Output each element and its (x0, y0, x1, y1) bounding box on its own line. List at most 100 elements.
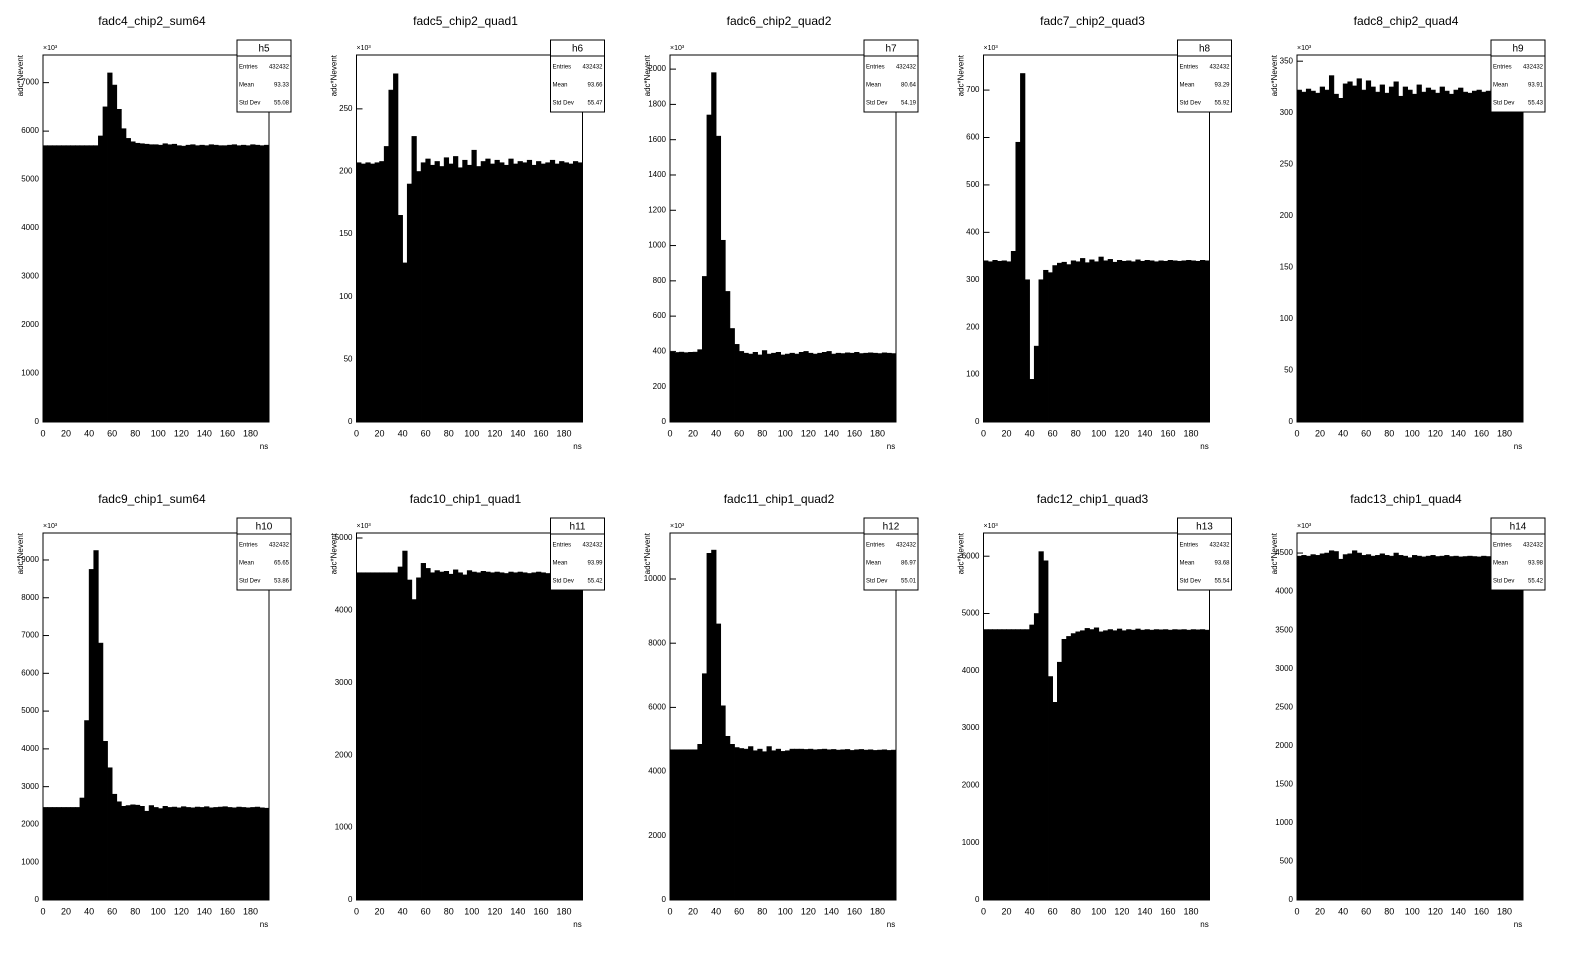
bar (1407, 557, 1413, 901)
bar (785, 353, 791, 423)
stats-value: 55.54 (1214, 579, 1230, 585)
plot-frame (356, 54, 583, 423)
bar (1190, 260, 1196, 423)
x-tick-label: 180 (557, 906, 572, 916)
bar (868, 749, 874, 901)
bar (701, 673, 708, 901)
y-tick-label: 3000 (335, 678, 353, 687)
y-axis-label: adc*Nevent (957, 532, 966, 574)
stats-label: Mean (866, 561, 881, 567)
bar (1481, 555, 1487, 901)
bar (725, 291, 731, 423)
bar (1305, 555, 1312, 901)
x-axis-label: ns (573, 920, 581, 929)
bar (720, 705, 726, 901)
bar (1135, 259, 1141, 423)
y-tick-label: 2000 (335, 750, 353, 759)
stats-name: h6 (572, 44, 584, 55)
stats-label: Entries (1180, 543, 1199, 549)
y-tick-label: 2000 (962, 781, 980, 790)
bar (402, 550, 408, 901)
bar (204, 806, 210, 901)
bar (531, 572, 537, 901)
bar (1352, 85, 1358, 423)
bar (1370, 86, 1376, 423)
bar (858, 749, 865, 901)
bar (489, 163, 496, 423)
stats-box (1177, 39, 1232, 113)
bar (835, 352, 841, 423)
chart-title: fadc11_chip1_quad2 (724, 492, 835, 506)
bar (692, 351, 698, 423)
bar (250, 144, 256, 423)
bar (462, 159, 468, 423)
bar (1338, 558, 1344, 901)
bar (526, 159, 533, 423)
x-axis-label: ns (887, 920, 895, 929)
y-tick-label: 7000 (21, 78, 39, 87)
bar (766, 353, 772, 423)
x-tick-label: 180 (870, 906, 885, 916)
y-tick-label: 1400 (648, 170, 666, 179)
y-tick-label: 3500 (1275, 625, 1293, 634)
bar (1089, 629, 1095, 901)
bar (74, 145, 81, 423)
bar (1476, 556, 1482, 901)
bar (840, 749, 846, 901)
bar (1204, 629, 1210, 901)
bar (121, 806, 127, 901)
bar (743, 748, 749, 901)
bar (840, 353, 846, 423)
bar (93, 550, 99, 901)
stats-value: 93.29 (1214, 83, 1230, 89)
bar (1421, 91, 1427, 423)
bar (554, 163, 560, 423)
bar (70, 145, 76, 423)
x-tick-label: 0 (1294, 906, 1299, 916)
x-tick-label: 80 (1384, 428, 1394, 438)
x-tick-label: 20 (688, 428, 698, 438)
bar (821, 748, 828, 901)
bar (1020, 629, 1026, 901)
bar (222, 806, 228, 901)
bar (1301, 91, 1307, 423)
x-tick-label: 20 (688, 906, 698, 916)
bar (1296, 555, 1302, 901)
bar (1513, 556, 1519, 901)
bar (1481, 91, 1487, 423)
bar (1043, 560, 1049, 901)
bar (1296, 89, 1302, 423)
y-tick-label: 3000 (21, 272, 39, 281)
bar (1015, 141, 1021, 423)
stats-label: Mean (553, 561, 568, 567)
x-tick-label: 80 (757, 906, 767, 916)
bar (370, 572, 376, 901)
stats-label: Mean (1493, 561, 1508, 567)
bar (194, 145, 201, 423)
bar (559, 572, 565, 901)
x-tick-label: 40 (1025, 906, 1035, 916)
x-tick-label: 100 (464, 906, 479, 916)
bar (536, 161, 542, 423)
bar (835, 749, 841, 901)
bar (241, 807, 247, 901)
y-tick-label: 100 (1280, 314, 1294, 323)
y-tick-label: 800 (653, 276, 667, 285)
bar (56, 145, 62, 423)
bar (748, 746, 754, 901)
bar (1116, 628, 1123, 901)
x-tick-label: 60 (421, 906, 431, 916)
x-tick-label: 160 (1160, 906, 1175, 916)
bar (1130, 261, 1137, 423)
bar (61, 807, 67, 901)
bar (79, 797, 85, 901)
bar (1153, 261, 1160, 423)
x-tick-label: 40 (84, 428, 94, 438)
bar (88, 145, 95, 423)
bar (1070, 633, 1077, 901)
y-multiplier: ×10³ (670, 45, 685, 52)
bar (199, 144, 205, 423)
x-tick-label: 60 (1048, 906, 1058, 916)
bar (683, 352, 689, 423)
chart-title: fadc10_chip1_quad1 (410, 492, 522, 506)
